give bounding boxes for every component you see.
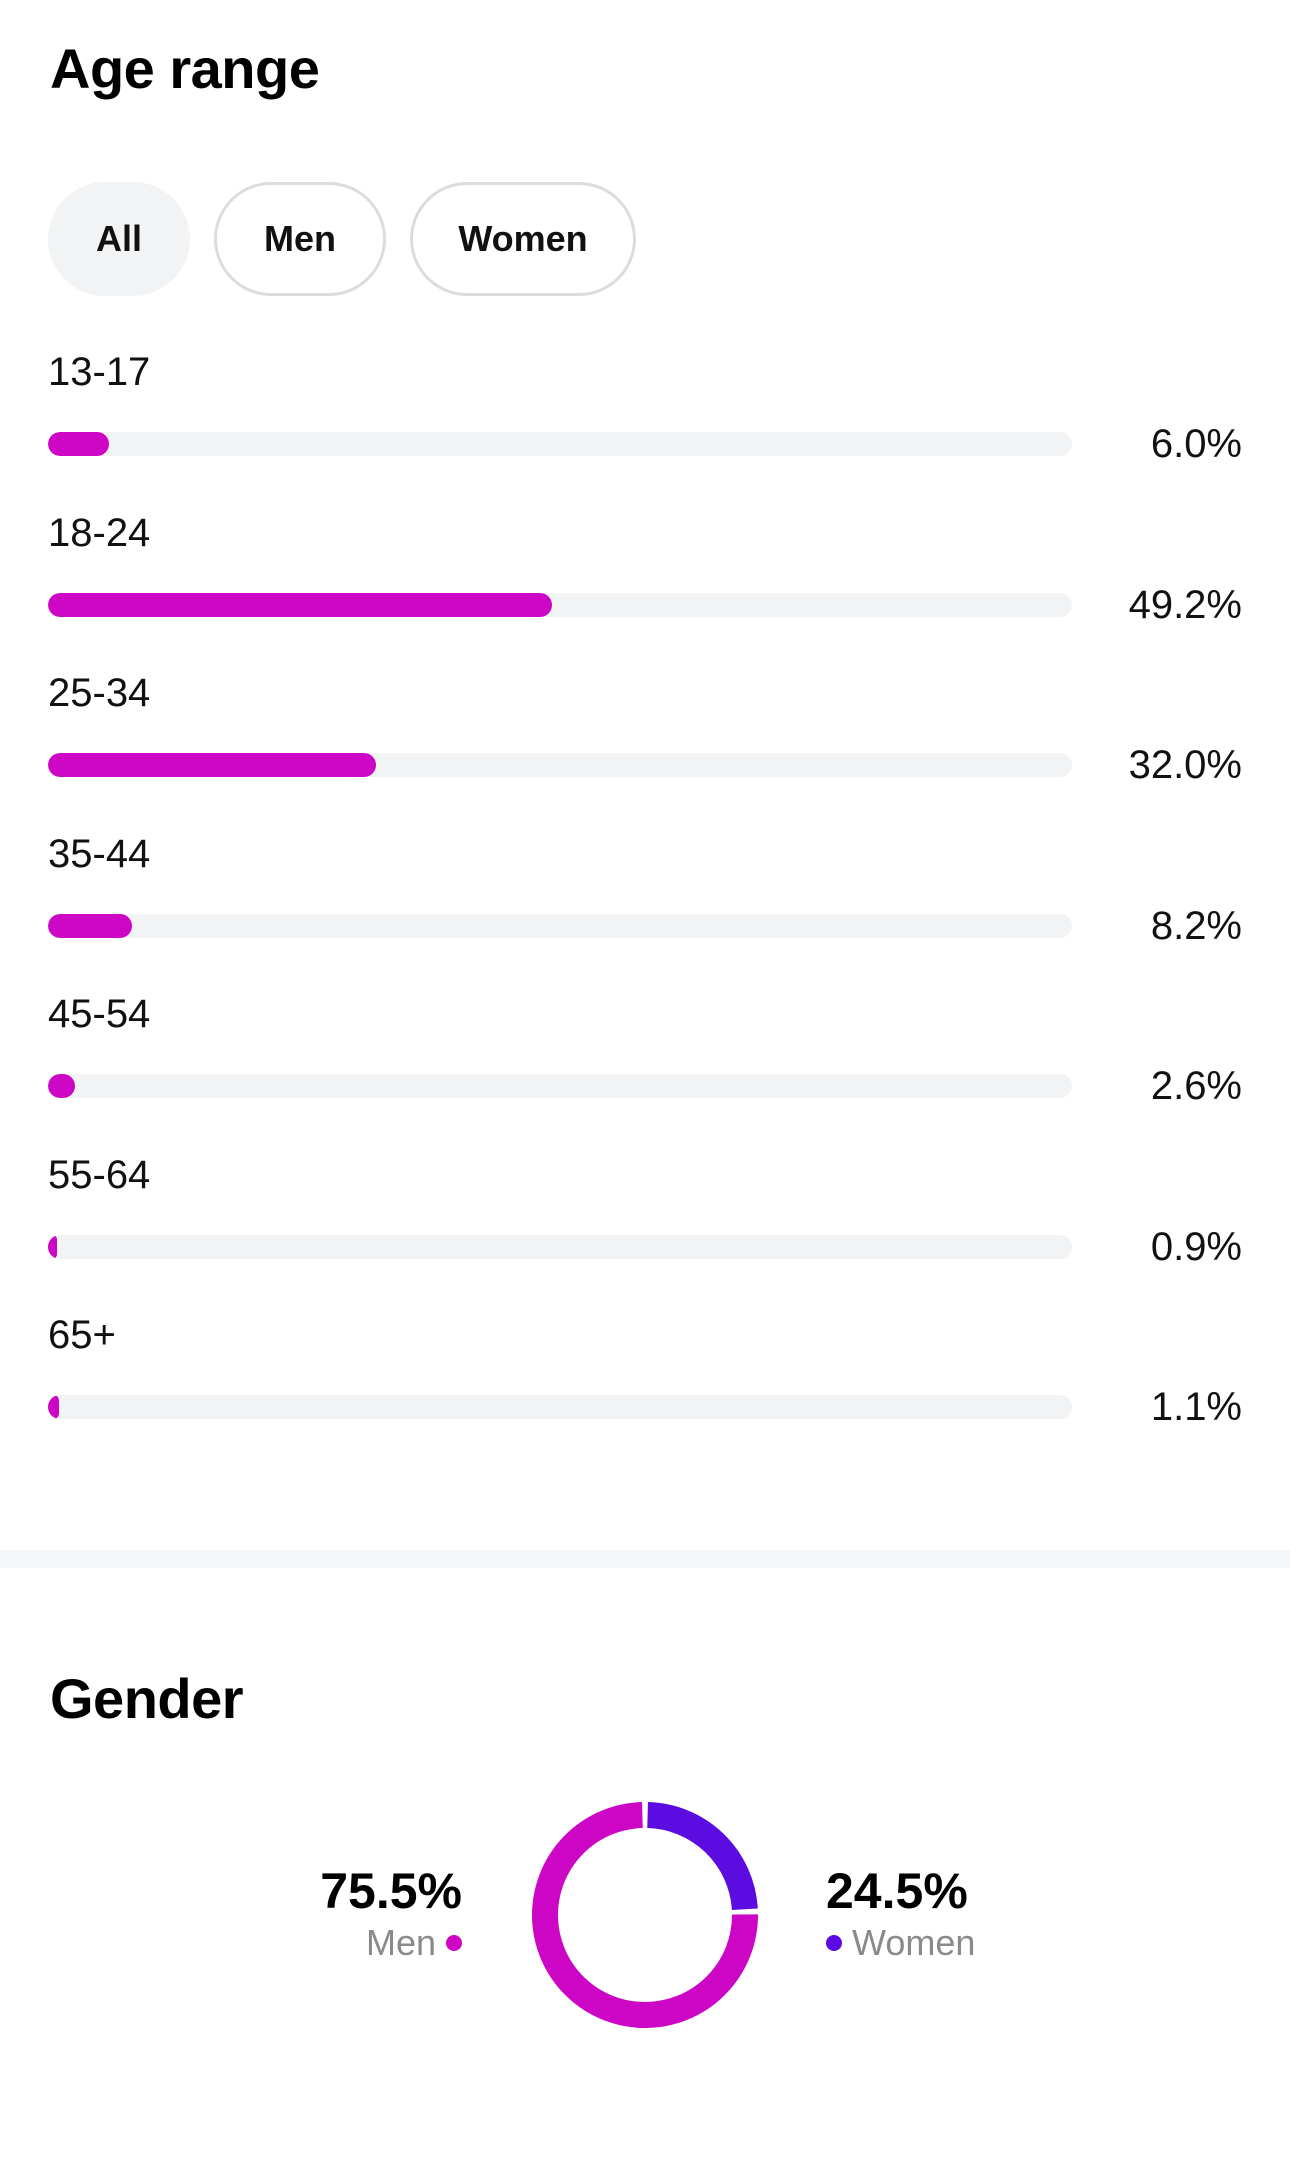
- age-value: 49.2%: [1128, 582, 1242, 627]
- women-legend-label: Women: [852, 1922, 976, 1963]
- age-row: 45-54 2.6%: [48, 992, 1242, 1153]
- age-label: 25-34: [48, 671, 151, 715]
- age-row: 35-44 8.2%: [48, 832, 1242, 993]
- men-percentage: 75.5%: [320, 1863, 462, 1919]
- age-label: 45-54: [48, 992, 151, 1036]
- age-range-title: Age range: [50, 37, 320, 100]
- age-row: 65+ 1.1%: [48, 1313, 1242, 1474]
- age-bar-track: [48, 592, 1072, 617]
- men-stat: 75.5% Men: [300, 1862, 462, 1964]
- men-legend-label: Men: [365, 1922, 436, 1963]
- age-row: 13-17 6.0%: [48, 350, 1242, 511]
- age-bar-fill: [48, 753, 376, 777]
- men-legend: Men: [300, 1922, 462, 1964]
- men-legend-dot-icon: [446, 1935, 462, 1951]
- age-row: 55-64 0.9%: [48, 1153, 1242, 1314]
- age-label: 55-64: [48, 1152, 151, 1197]
- age-bar-fill: [48, 1395, 60, 1419]
- age-bar-track: [48, 913, 1072, 938]
- age-label: 35-44: [48, 831, 151, 876]
- gender-filter-tabs: All Men Women: [48, 182, 636, 296]
- tab-women[interactable]: Women: [410, 182, 636, 296]
- age-bar-fill: [48, 592, 552, 617]
- age-bar-track: [48, 1074, 1072, 1098]
- women-stat: 24.5% Women: [826, 1862, 975, 1964]
- age-bar-fill: [48, 1074, 75, 1098]
- age-bar-fill: [48, 1234, 58, 1259]
- gender-donut-chart: [532, 1802, 759, 2028]
- age-bar-fill: [48, 432, 110, 456]
- tab-men[interactable]: Men: [214, 182, 386, 296]
- age-bar-track: [48, 1395, 1072, 1419]
- age-range-list: 13-17 6.0% 18-24 49.2% 25-34 32.0% 35-44…: [48, 350, 1242, 1474]
- women-legend: Women: [826, 1922, 975, 1964]
- age-bar-track: [48, 753, 1072, 777]
- age-value: 2.6%: [1150, 1064, 1242, 1108]
- age-value: 32.0%: [1128, 743, 1242, 787]
- age-label: 18-24: [48, 510, 151, 555]
- women-percentage: 24.5%: [826, 1863, 968, 1919]
- age-label: 65+: [48, 1313, 116, 1357]
- age-value: 8.2%: [1150, 903, 1242, 948]
- age-value: 6.0%: [1150, 422, 1242, 466]
- men-arc: [532, 1802, 759, 2028]
- tab-all[interactable]: All: [48, 182, 190, 296]
- gender-title: Gender: [50, 1667, 244, 1730]
- age-value: 0.9%: [1150, 1224, 1242, 1269]
- age-bar-track: [48, 432, 1072, 456]
- age-row: 18-24 49.2%: [48, 511, 1242, 672]
- age-bar-track: [48, 1234, 1072, 1259]
- section-divider: [0, 1550, 1290, 1568]
- age-value: 1.1%: [1150, 1385, 1242, 1429]
- women-legend-dot-icon: [826, 1935, 842, 1951]
- women-arc: [646, 1802, 758, 1911]
- age-bar-fill: [48, 913, 132, 938]
- age-label: 13-17: [48, 350, 151, 394]
- age-row: 25-34 32.0%: [48, 671, 1242, 832]
